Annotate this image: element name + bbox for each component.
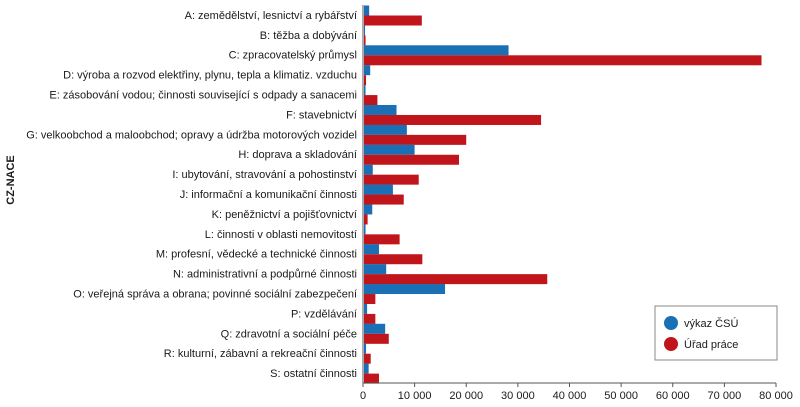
x-axis-ticks: 0 10 000 20 000 30 000 40 000 50 000 60 000 70 … xyxy=(360,383,793,402)
bar-d-urad-prace xyxy=(364,75,367,86)
bar-q-vykaz-csu xyxy=(364,323,386,334)
legend: výkaz ČSÚ Úřad práce xyxy=(654,305,778,361)
category-label-b: B: těžba a dobývání xyxy=(260,30,357,42)
bar-c-vykaz-csu xyxy=(364,45,509,56)
bar-o-urad-prace xyxy=(364,294,376,305)
x-tick-label: 50 000 xyxy=(604,390,638,402)
bar-h-urad-prace xyxy=(364,154,459,165)
category-label-e: E: zásobování vodou; činnosti souvisejíc… xyxy=(49,90,357,102)
legend-marker-urad-prace xyxy=(664,337,678,351)
bar-l-vykaz-csu xyxy=(364,224,366,235)
bar-b-urad-prace xyxy=(364,35,366,46)
category-label-m: M: profesní, vědecké a technické činnost… xyxy=(156,249,357,261)
bar-g-urad-prace xyxy=(364,134,467,145)
bar-k-urad-prace xyxy=(364,214,368,225)
bar-s-urad-prace xyxy=(364,373,379,384)
category-label-g: G: velkoobchod a maloobchod; opravy a úd… xyxy=(26,129,357,141)
category-label-h: H: doprava a skladování xyxy=(238,149,357,161)
x-tick-label: 10 000 xyxy=(398,390,432,402)
x-tick-label: 70 000 xyxy=(708,390,742,402)
bar-c-urad-prace xyxy=(364,55,762,66)
category-label-j: J: informační a komunikační činnosti xyxy=(180,189,357,201)
bar-d-vykaz-csu xyxy=(364,65,371,76)
bar-r-urad-prace xyxy=(364,353,371,364)
category-label-s: S: ostatní činnosti xyxy=(270,368,357,380)
category-label-q: Q: zdravotní a sociální péče xyxy=(221,328,357,340)
legend-label-urad-prace: Úřad práce xyxy=(684,338,738,351)
x-tick-label: 60 000 xyxy=(656,390,690,402)
bar-f-vykaz-csu xyxy=(364,104,397,115)
bar-q-urad-prace xyxy=(364,333,389,344)
category-label-c: C: zpracovatelský průmysl xyxy=(229,50,357,62)
x-tick-label: 0 xyxy=(360,390,366,402)
bar-n-vykaz-csu xyxy=(364,264,387,275)
bar-m-vykaz-csu xyxy=(364,244,379,255)
bar-n-urad-prace xyxy=(364,274,548,285)
legend-box xyxy=(654,305,778,361)
category-label-i: I: ubytování, stravování a pohostinství xyxy=(172,169,357,181)
bar-j-vykaz-csu xyxy=(364,184,393,195)
bar-i-vykaz-csu xyxy=(364,164,373,175)
bar-f-urad-prace xyxy=(364,114,542,125)
bar-m-urad-prace xyxy=(364,254,423,265)
bar-j-urad-prace xyxy=(364,194,404,205)
legend-label-vykaz-csu: výkaz ČSÚ xyxy=(684,317,738,330)
legend-marker-vykaz-csu xyxy=(664,316,678,330)
bars-group xyxy=(364,5,762,384)
bar-l-urad-prace xyxy=(364,234,400,245)
y-axis-title: CZ-NACE xyxy=(5,155,17,205)
x-tick-label: 40 000 xyxy=(553,390,587,402)
bar-e-urad-prace xyxy=(364,95,378,106)
bar-p-urad-prace xyxy=(364,313,376,324)
category-label-a: A: zemědělství, lesnictví a rybářství xyxy=(185,10,357,22)
category-label-o: O: veřejná správa a obrana; povinné soci… xyxy=(73,288,357,300)
bar-a-vykaz-csu xyxy=(364,5,370,16)
bar-o-vykaz-csu xyxy=(364,284,446,295)
category-labels: A: zemědělství, lesnictví a rybářství B: … xyxy=(26,10,357,380)
bar-e-vykaz-csu xyxy=(364,85,366,96)
bar-k-vykaz-csu xyxy=(364,204,373,215)
bar-i-urad-prace xyxy=(364,174,419,185)
x-tick-label: 20 000 xyxy=(449,390,483,402)
x-tick-label: 30 000 xyxy=(501,390,535,402)
bar-p-vykaz-csu xyxy=(364,303,368,314)
bar-h-vykaz-csu xyxy=(364,144,415,155)
category-label-l: L: činnosti v oblasti nemovitostí xyxy=(205,229,357,241)
category-label-r: R: kulturní, zábavní a rekreační činnost… xyxy=(164,348,357,360)
x-tick-label: 80 000 xyxy=(759,390,793,402)
category-label-p: P: vzdělávání xyxy=(291,308,357,320)
bar-g-vykaz-csu xyxy=(364,124,407,135)
category-label-k: K: peněžnictví a pojišťovnictví xyxy=(212,209,357,221)
bar-s-vykaz-csu xyxy=(364,363,369,374)
bar-r-vykaz-csu xyxy=(364,343,367,354)
bar-b-vykaz-csu xyxy=(364,25,366,36)
category-label-n: N: administrativní a podpůrné činnosti xyxy=(173,269,357,281)
category-label-d: D: výroba a rozvod elektřiny, plynu, tep… xyxy=(63,70,357,82)
bar-a-urad-prace xyxy=(364,15,422,26)
category-label-f: F: stavebnictví xyxy=(286,109,357,121)
